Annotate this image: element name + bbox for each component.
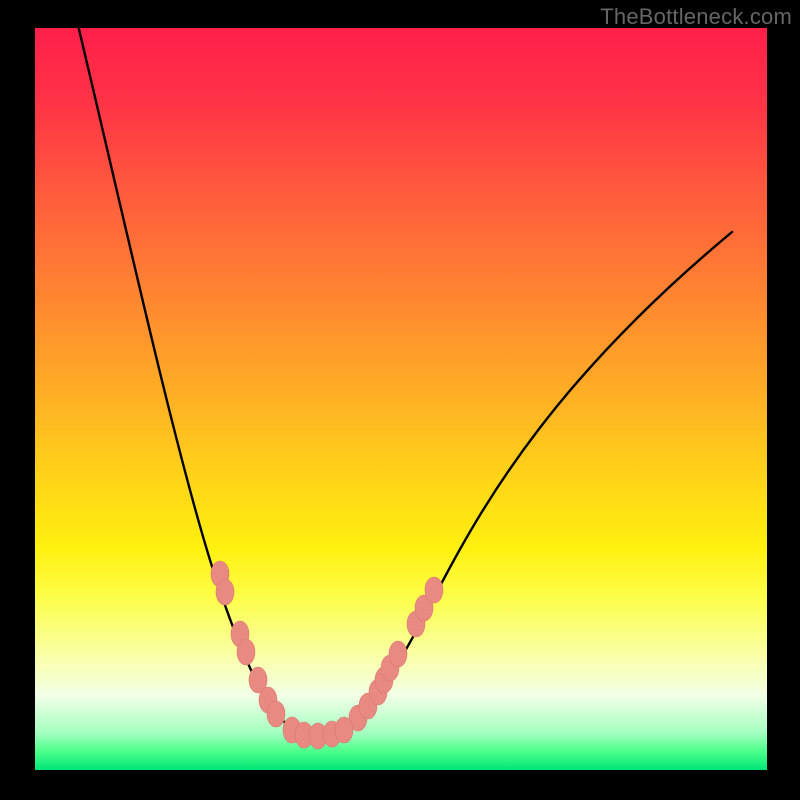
marker-right-8 [425, 577, 443, 603]
watermark-text: TheBottleneck.com [600, 4, 792, 30]
chart-canvas: TheBottleneck.com [0, 0, 800, 800]
marker-right-5 [389, 641, 407, 667]
chart-svg [0, 0, 800, 800]
marker-left-1 [216, 579, 234, 605]
marker-left-6 [267, 701, 285, 727]
marker-bottom-4 [335, 717, 353, 743]
marker-left-3 [237, 639, 255, 665]
